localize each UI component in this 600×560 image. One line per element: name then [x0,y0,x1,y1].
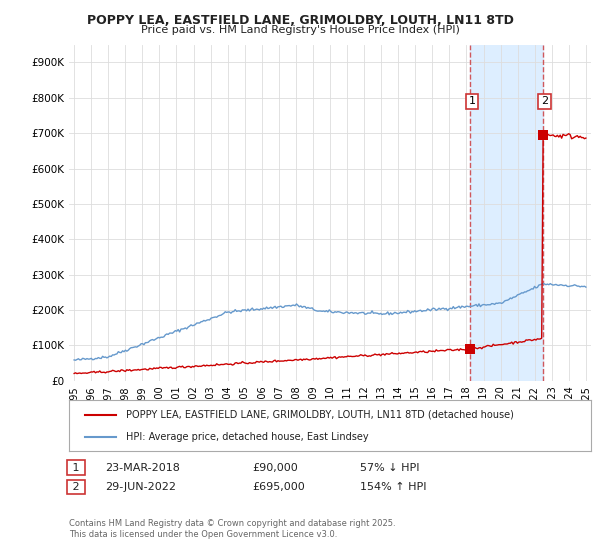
Text: 2: 2 [541,96,548,106]
Text: 2: 2 [69,482,83,492]
Text: POPPY LEA, EASTFIELD LANE, GRIMOLDBY, LOUTH, LN11 8TD: POPPY LEA, EASTFIELD LANE, GRIMOLDBY, LO… [86,14,514,27]
Text: 154% ↑ HPI: 154% ↑ HPI [360,482,427,492]
Text: 57% ↓ HPI: 57% ↓ HPI [360,463,419,473]
Bar [470,45,543,381]
Text: HPI: Average price, detached house, East Lindsey: HPI: Average price, detached house, East… [127,432,369,442]
Text: £90,000: £90,000 [252,463,298,473]
Text: POPPY LEA, EASTFIELD LANE, GRIMOLDBY, LOUTH, LN11 8TD (detached house): POPPY LEA, EASTFIELD LANE, GRIMOLDBY, LO… [127,409,514,419]
Text: £695,000: £695,000 [252,482,305,492]
Text: Price paid vs. HM Land Registry's House Price Index (HPI): Price paid vs. HM Land Registry's House … [140,25,460,35]
Text: 1: 1 [469,96,475,106]
Text: Contains HM Land Registry data © Crown copyright and database right 2025.
This d: Contains HM Land Registry data © Crown c… [69,520,395,539]
Text: 23-MAR-2018: 23-MAR-2018 [105,463,180,473]
Text: 29-JUN-2022: 29-JUN-2022 [105,482,176,492]
Text: 1: 1 [69,463,83,473]
